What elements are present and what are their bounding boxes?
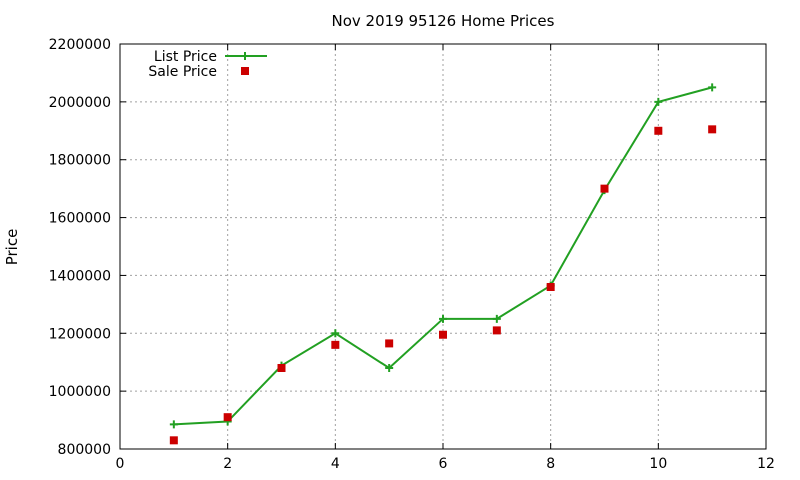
sale-price-point bbox=[223, 413, 232, 422]
y-tick-label: 1000000 bbox=[49, 384, 111, 400]
y-tick-label: 1200000 bbox=[49, 326, 111, 342]
chart-title: Nov 2019 95126 Home Prices bbox=[332, 12, 555, 30]
y-tick-label: 1400000 bbox=[49, 268, 111, 284]
sale-price-point bbox=[600, 184, 609, 193]
y-tick-label: 800000 bbox=[58, 442, 111, 458]
sale-price-point bbox=[439, 330, 447, 339]
list-price-point bbox=[654, 97, 663, 106]
grid-lines bbox=[120, 44, 766, 449]
x-tick-label: 4 bbox=[331, 456, 340, 472]
list-price-point bbox=[331, 329, 340, 338]
y-axis-label: Price bbox=[3, 229, 21, 266]
x-tick-label: 8 bbox=[546, 456, 555, 472]
legend-swatch-list-price-marker bbox=[241, 52, 249, 60]
legend-label-list-price: List Price bbox=[154, 49, 217, 65]
sale-price-point bbox=[385, 339, 394, 348]
sale-price-point bbox=[492, 326, 501, 335]
x-tick-label: 2 bbox=[223, 456, 232, 472]
x-tick-label: 0 bbox=[116, 456, 125, 472]
sale-price-point bbox=[708, 125, 717, 134]
series-marks bbox=[169, 83, 717, 445]
legend: List Price Sale Price bbox=[148, 49, 267, 80]
x-tick-label: 12 bbox=[757, 456, 775, 472]
sale-price-point bbox=[331, 340, 340, 349]
y-tick-label: 2200000 bbox=[49, 37, 111, 53]
legend-label-sale-price: Sale Price bbox=[148, 64, 217, 80]
list-price-point bbox=[492, 314, 501, 323]
legend-swatch-sale-price-marker bbox=[241, 67, 249, 75]
list-price-point bbox=[385, 364, 394, 372]
x-tick-label: 6 bbox=[439, 456, 448, 472]
sale-price-point bbox=[277, 364, 286, 372]
y-tick-label: 1800000 bbox=[49, 153, 111, 169]
list-price-point bbox=[169, 420, 178, 429]
axis-ticks: 0 2 4 6 8 10 12 800000 1000000 1200000 1400000 1600… bbox=[49, 37, 775, 472]
y-tick-label: 2000000 bbox=[49, 95, 111, 111]
sale-price-point bbox=[169, 436, 178, 445]
list-price-point bbox=[708, 83, 717, 92]
sale-price-point bbox=[654, 126, 663, 135]
y-tick-label: 1600000 bbox=[49, 211, 111, 227]
x-tick-label: 10 bbox=[649, 456, 667, 472]
list-price-point bbox=[439, 314, 447, 323]
sale-price-point bbox=[546, 283, 555, 291]
